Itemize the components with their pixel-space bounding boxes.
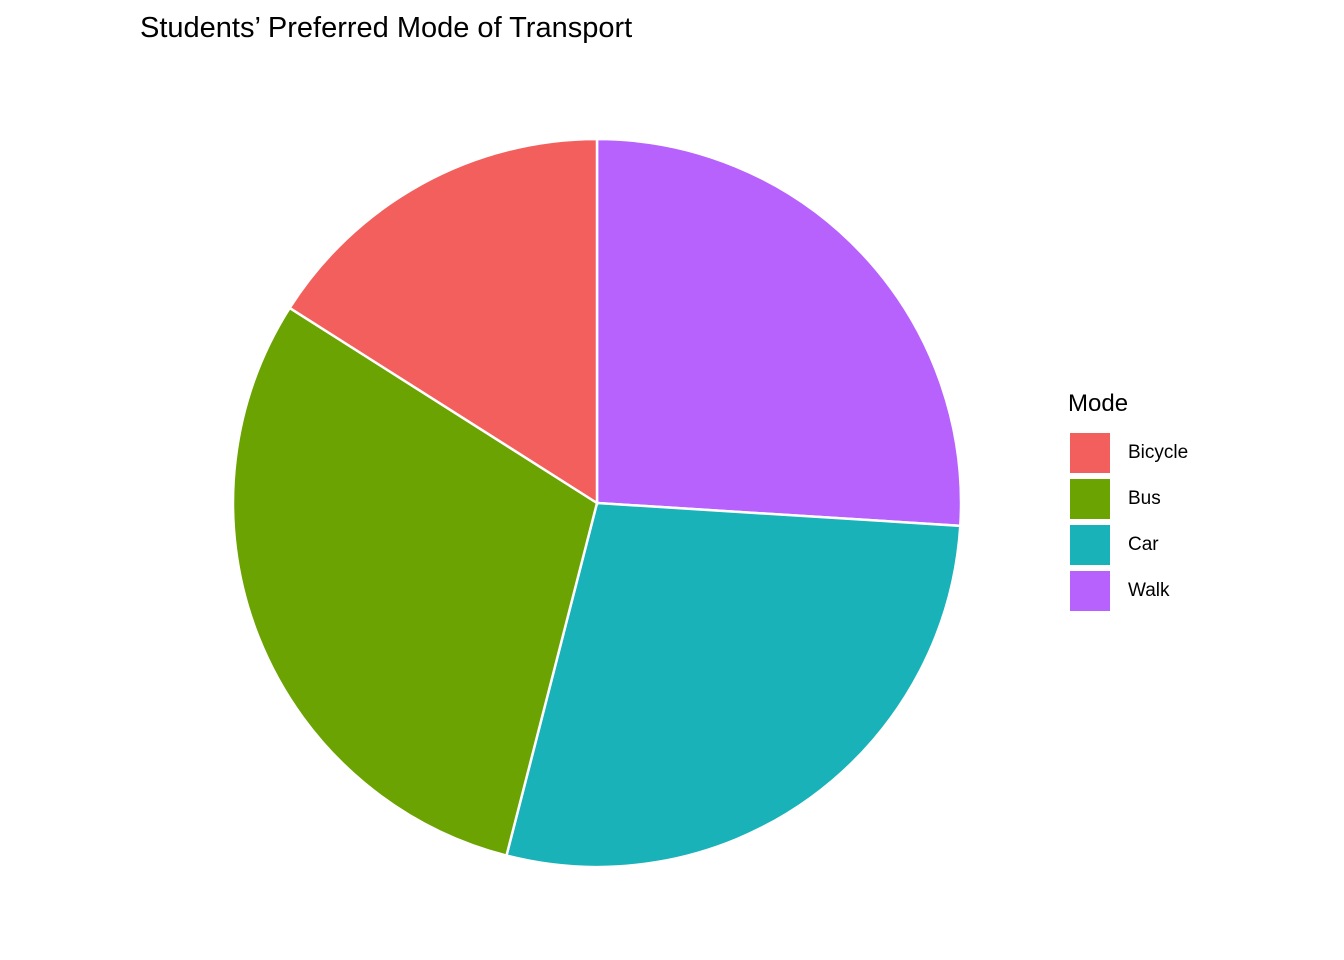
pie-slice-car xyxy=(504,501,962,869)
legend-item-car: Car xyxy=(1068,522,1188,568)
legend-swatch xyxy=(1070,571,1110,611)
chart-title: Students’ Preferred Mode of Transport xyxy=(140,12,633,44)
legend-item-walk: Walk xyxy=(1068,568,1188,614)
legend-label: Walk xyxy=(1128,580,1170,601)
legend-label: Car xyxy=(1128,534,1159,555)
pie-slice-bicycle xyxy=(287,137,599,506)
legend-item-bus: Bus xyxy=(1068,476,1188,522)
legend: Mode Bicycle Bus Car Walk xyxy=(1068,390,1188,614)
pie-slice-walk xyxy=(595,137,963,528)
legend-swatch xyxy=(1070,525,1110,565)
legend-swatch xyxy=(1070,433,1110,473)
legend-item-bicycle: Bicycle xyxy=(1068,430,1188,476)
legend-title: Mode xyxy=(1068,390,1129,417)
pie-slice-bus xyxy=(231,306,599,858)
legend-swatch xyxy=(1070,479,1110,519)
legend-label: Bus xyxy=(1128,488,1161,509)
legend-label: Bicycle xyxy=(1128,442,1189,463)
